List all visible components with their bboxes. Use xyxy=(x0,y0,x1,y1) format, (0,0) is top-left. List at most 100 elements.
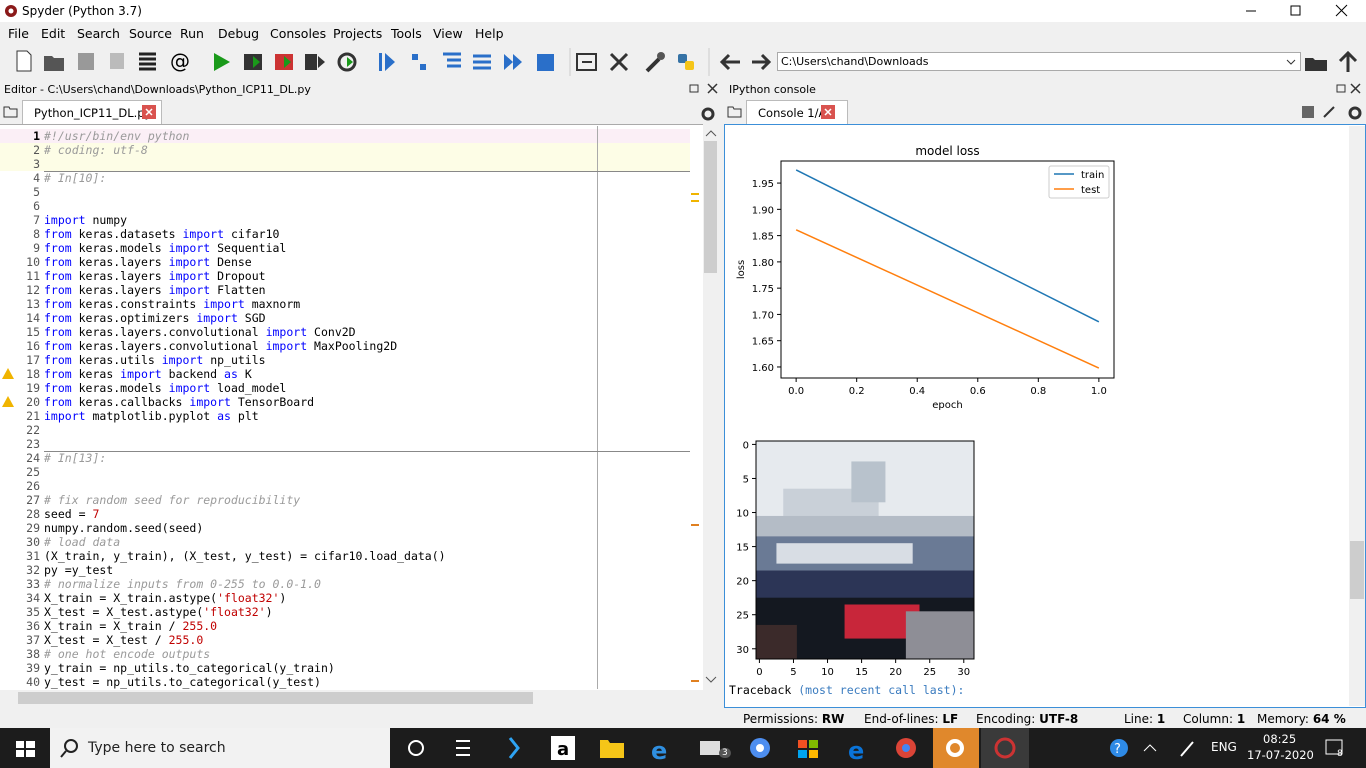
clock-date[interactable]: 17-07-2020 xyxy=(1247,748,1314,762)
options-gear[interactable] xyxy=(700,106,716,122)
line-number: 27 xyxy=(26,493,40,507)
token: from xyxy=(44,395,72,409)
token: from xyxy=(44,269,72,283)
y-tick-label: 0 xyxy=(743,440,749,451)
code-line: 22 xyxy=(0,423,690,437)
menu-item[interactable]: Debug xyxy=(218,26,260,41)
status-value: RW xyxy=(821,712,845,726)
menu-item[interactable]: View xyxy=(433,26,463,41)
path-box[interactable] xyxy=(777,52,1301,71)
menu-item[interactable]: Edit xyxy=(41,26,66,41)
x-tick-label: 0.2 xyxy=(849,386,865,397)
menu-item[interactable]: Consoles xyxy=(270,26,327,41)
code-text: # fix random seed for reproducibility xyxy=(44,493,300,507)
token: # fix random seed for reproducibility xyxy=(44,493,301,507)
line-number: 36 xyxy=(26,619,40,633)
line-number: 37 xyxy=(26,633,40,647)
token: import xyxy=(196,311,238,325)
y-tick-label: 1.90 xyxy=(752,205,774,216)
working-directory[interactable]: C:\Users\chand\Downloads xyxy=(781,55,929,68)
line-number: 3 xyxy=(33,157,40,171)
console-buttons[interactable] xyxy=(1302,105,1366,121)
menu-item[interactable]: Run xyxy=(180,26,204,41)
y-tick-label: 1.75 xyxy=(752,284,774,295)
line-number: 40 xyxy=(26,675,40,689)
line-number: 17 xyxy=(26,353,40,367)
svg-text:?: ? xyxy=(1114,742,1121,757)
svg-text:e: e xyxy=(651,737,667,765)
code-text: from keras.callbacks import TensorBoard xyxy=(44,395,315,409)
menu-item[interactable]: File xyxy=(8,26,29,41)
h-scrollbar[interactable] xyxy=(0,690,703,706)
token: import xyxy=(44,409,86,423)
code-line: 24 # In[13]: xyxy=(0,451,690,465)
code-text: numpy.random.seed(seed) xyxy=(44,521,204,535)
notification-count[interactable]: 8 xyxy=(1337,749,1343,759)
token: from xyxy=(44,353,72,367)
token: # In[10]: xyxy=(44,171,107,185)
token: 'float32' xyxy=(217,591,280,605)
code-text: from keras import backend as K xyxy=(44,367,252,381)
traceback-word: Traceback xyxy=(729,683,792,697)
language[interactable]: ENG xyxy=(1211,740,1237,754)
search-box[interactable]: Type here to search xyxy=(88,740,226,756)
v-scrollbar[interactable] xyxy=(1349,126,1365,706)
menu-item[interactable]: Search xyxy=(77,26,120,41)
code-line: 40 y_test = np_utils.to_categorical(y_tes… xyxy=(0,675,690,689)
y-tick-label: 20 xyxy=(736,577,749,588)
editor-tab[interactable] xyxy=(22,100,162,124)
console-tab[interactable] xyxy=(746,100,848,124)
status-value: LF xyxy=(942,712,959,726)
edge-line xyxy=(597,126,598,689)
clock-time[interactable]: 08:25 xyxy=(1263,732,1297,746)
token: import xyxy=(168,381,211,395)
x-tick-label: 0.4 xyxy=(909,386,925,397)
loss-line xyxy=(795,169,1100,323)
x-tick-label: 20 xyxy=(889,667,902,678)
y-tick-label: 1.60 xyxy=(752,363,774,374)
line-number: 21 xyxy=(26,409,40,423)
status-value: 1 xyxy=(1236,712,1246,726)
image-pixels xyxy=(756,624,797,659)
tab-close[interactable] xyxy=(821,105,835,119)
browse-tabs[interactable] xyxy=(3,104,19,120)
line-number: 25 xyxy=(26,465,40,479)
code-text: X_test = X_test / 255.0 xyxy=(44,633,204,647)
y-tick-label: 1.80 xyxy=(752,258,774,269)
pane-buttons[interactable] xyxy=(1335,82,1366,96)
code-line: 16 from keras.layers.convolutional import… xyxy=(0,339,690,353)
code-line: 28 seed = 7 xyxy=(0,507,690,521)
line-number: 31 xyxy=(26,549,40,563)
app-icon xyxy=(5,5,17,17)
code-line: 38 # one hot encode outputs xyxy=(0,647,690,661)
browse-tabs[interactable] xyxy=(727,104,743,120)
menu-item[interactable]: Tools xyxy=(391,26,422,41)
code-text: # coding: utf-8 xyxy=(44,143,148,157)
scroll-markers xyxy=(691,126,718,690)
dropdown-arrow[interactable] xyxy=(1286,57,1296,67)
menu-item[interactable]: Source xyxy=(129,26,172,41)
token: import xyxy=(168,283,211,297)
line-number: 2 xyxy=(33,143,40,157)
console-tab-label[interactable]: Console 1/A xyxy=(758,106,827,120)
taskbar-icons[interactable]: a e e ? xyxy=(0,728,1366,768)
code-line: 7 import numpy xyxy=(0,213,690,227)
y-tick-label: 5 xyxy=(743,474,749,485)
window-controls[interactable] xyxy=(1236,0,1366,22)
traceback-line: Traceback (most recent call last): xyxy=(729,683,964,697)
menu-item[interactable]: Projects xyxy=(333,26,383,41)
line-number: 26 xyxy=(26,479,40,493)
toolbar-buttons[interactable]: @ xyxy=(16,49,1358,73)
menu-item[interactable]: Help xyxy=(475,26,504,41)
tab-close[interactable] xyxy=(142,105,156,119)
code-line: 6 xyxy=(0,199,690,213)
token: import xyxy=(44,213,86,227)
status-value: 64 % xyxy=(1312,712,1346,726)
code-text: X_test = X_test.astype('float32') xyxy=(44,605,273,619)
status-item: End-of-lines: LF xyxy=(864,712,958,726)
code-text: from keras.utils import np_utils xyxy=(44,353,266,367)
line-number: 29 xyxy=(26,521,40,535)
editor-tab-label[interactable]: Python_ICP11_DL.py xyxy=(34,106,152,120)
pane-buttons[interactable] xyxy=(688,82,720,96)
code-line: 21 import matplotlib.pyplot as plt xyxy=(0,409,690,423)
